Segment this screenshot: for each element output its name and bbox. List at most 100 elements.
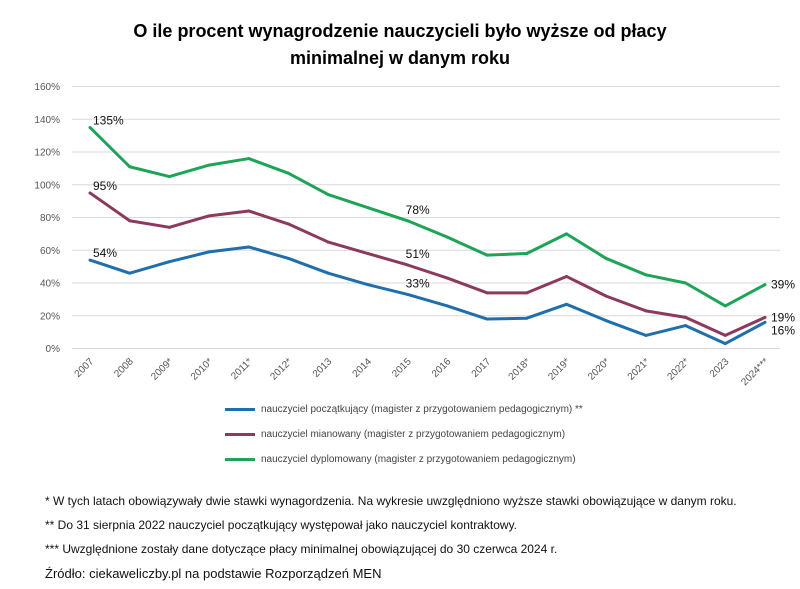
data-point [763, 283, 767, 287]
data-point [604, 256, 608, 260]
data-point [485, 291, 489, 295]
data-point [525, 316, 529, 320]
data-point [287, 256, 291, 260]
data-point [128, 219, 132, 223]
data-point [128, 165, 132, 169]
footnote: ** Do 31 sierpnia 2022 nauczyciel począt… [45, 518, 518, 532]
y-tick-label: 120% [34, 148, 60, 159]
legend-item: nauczyciel początkujący (magister z przy… [225, 404, 583, 415]
x-tick-label: 2017 [470, 356, 494, 380]
y-tick-label: 20% [40, 311, 60, 322]
data-label: 95% [93, 179, 117, 193]
line-chart: 0% 20% 40% 60% 80% 100% 120% 140% 160% 2007 2008 20… [34, 82, 795, 388]
y-tick-label: 100% [34, 180, 60, 191]
data-point [564, 232, 568, 236]
data-label: 33% [406, 276, 430, 290]
data-point [366, 206, 370, 210]
legend-label: nauczyciel mianowany (magister z przygot… [261, 429, 566, 440]
y-tick-label: 40% [40, 279, 60, 290]
chart-title: O ile procent wynagrodzenie nauczycieli … [133, 21, 667, 68]
data-point [88, 191, 92, 195]
data-label: 51% [406, 247, 430, 261]
data-point [525, 252, 529, 256]
data-point [723, 333, 727, 337]
data-point [247, 157, 251, 161]
data-point [723, 342, 727, 346]
x-tick-label: 2013 [311, 356, 335, 380]
legend-label: nauczyciel dyplomowany (magister z przyg… [261, 454, 576, 465]
series-line [89, 245, 766, 346]
legend-item: nauczyciel mianowany (magister z przygot… [225, 429, 565, 440]
x-tick-label: 2014 [351, 356, 375, 380]
x-tick-label: 2010* [189, 356, 215, 382]
data-label: 19% [771, 310, 795, 324]
data-point [564, 302, 568, 306]
x-tick-label: 2019* [546, 356, 572, 382]
data-point [684, 315, 688, 319]
data-point [128, 271, 132, 275]
x-tick-label: 2020* [586, 356, 612, 382]
x-tick-label: 2023 [708, 356, 732, 380]
x-tick-label: 2007 [73, 356, 97, 380]
y-tick-label: 160% [34, 82, 60, 93]
data-label: 39% [771, 278, 795, 292]
data-point [445, 276, 449, 280]
legend-swatch [225, 408, 255, 411]
data-point [485, 317, 489, 321]
x-tick-label: 2024*** [739, 356, 771, 388]
data-point [167, 225, 171, 229]
data-point [207, 250, 211, 254]
x-tick-label: 2012* [268, 356, 294, 382]
data-point [763, 320, 767, 324]
y-tick-label: 140% [34, 115, 60, 126]
data-point [485, 253, 489, 257]
data-point [604, 294, 608, 298]
data-label: 16% [771, 323, 795, 337]
data-point [684, 324, 688, 328]
data-point [684, 281, 688, 285]
x-tick-label: 2018* [507, 356, 533, 382]
y-tick-label: 80% [40, 213, 60, 224]
data-point [287, 222, 291, 226]
data-point [763, 315, 767, 319]
data-label: 135% [93, 113, 124, 127]
x-tick-label: 2008 [112, 356, 136, 380]
x-tick-label: 2022* [665, 356, 691, 382]
legend-swatch [225, 433, 255, 436]
data-point [247, 209, 251, 213]
legend-label: nauczyciel początkujący (magister z przy… [261, 404, 583, 415]
data-point [366, 283, 370, 287]
data-point [366, 252, 370, 256]
data-point [326, 271, 330, 275]
data-point [604, 319, 608, 323]
legend-item: nauczyciel dyplomowany (magister z przyg… [225, 454, 576, 465]
x-tick-label: 2015 [390, 356, 414, 380]
y-tick-label: 60% [40, 246, 60, 257]
data-point [564, 274, 568, 278]
data-point [406, 292, 410, 296]
data-point [88, 125, 92, 129]
x-tick-label: 2016 [430, 356, 454, 380]
footnote: *** Uwzględnione zostały dane dotyczące … [45, 542, 558, 556]
data-point [167, 175, 171, 179]
x-tick-label: 2011* [229, 356, 255, 382]
data-point [406, 219, 410, 223]
data-point [445, 304, 449, 308]
data-point [644, 333, 648, 337]
data-point [326, 240, 330, 244]
data-point [525, 291, 529, 295]
legend-swatch [225, 458, 255, 461]
data-point [326, 193, 330, 197]
data-point [207, 214, 211, 218]
data-point [644, 309, 648, 313]
source-note: Źródło: ciekaweliczby.pl na podstawie Ro… [45, 566, 382, 581]
data-point [445, 235, 449, 239]
data-point [723, 304, 727, 308]
data-point [167, 260, 171, 264]
data-label: 54% [93, 246, 117, 260]
data-label: 78% [406, 203, 430, 217]
data-point [247, 245, 251, 249]
series-line [89, 191, 766, 337]
footnote: * W tych latach obowiązywały dwie stawki… [45, 494, 737, 508]
